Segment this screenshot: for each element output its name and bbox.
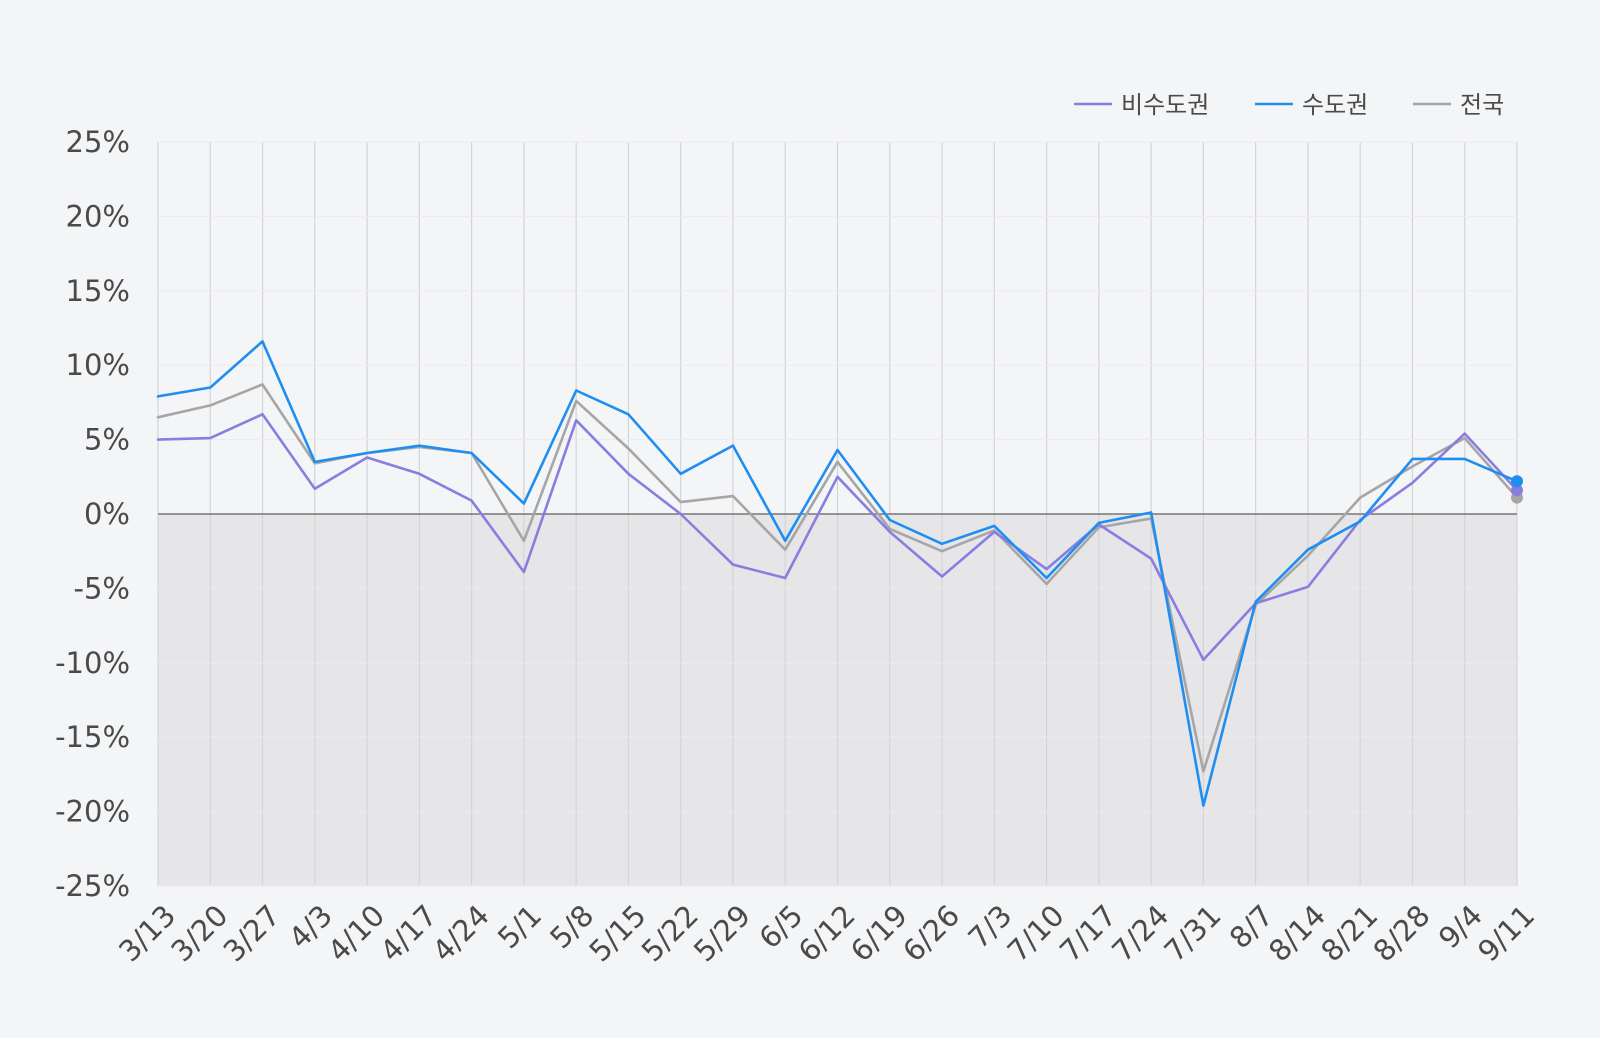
x-tick-label: 7/17 (1053, 898, 1123, 968)
y-tick-label: -25% (55, 869, 130, 903)
legend-label[interactable]: 수도권 (1302, 91, 1368, 119)
x-tick-label: 4/24 (426, 898, 496, 968)
x-tick-label: 4/10 (321, 898, 391, 968)
x-tick-label: 3/20 (164, 898, 234, 968)
x-tick-label: 9/11 (1471, 898, 1541, 968)
x-tick-label: 8/28 (1367, 898, 1437, 968)
x-tick-label: 7/10 (1001, 898, 1071, 968)
y-tick-label: -20% (55, 795, 130, 829)
y-tick-label: 5% (84, 423, 130, 457)
y-tick-label: 25% (66, 125, 130, 159)
x-tick-label: 7/24 (1105, 898, 1175, 968)
series-lines (156, 340, 1519, 807)
y-axis: 25% 20% 15% 10% 5% 0% -5% -10% -15% -20% -25% (55, 125, 130, 903)
x-tick-label: 5/15 (583, 898, 653, 968)
x-tick-label: 3/27 (217, 898, 287, 968)
x-tick-label: 4/17 (373, 898, 443, 968)
x-tick-label: 5/29 (687, 898, 757, 968)
series-line-0 (156, 412, 1519, 662)
x-tick-label: 6/26 (896, 898, 966, 968)
x-tick-label: 3/13 (112, 898, 182, 968)
x-tick-label: 8/21 (1314, 898, 1384, 968)
x-axis: 3/133/203/274/34/104/174/245/15/85/155/2… (112, 898, 1541, 968)
x-tick-label: 6/12 (792, 898, 862, 968)
legend-label[interactable]: 비수도권 (1121, 91, 1209, 119)
y-tick-label: -15% (55, 720, 130, 754)
end-point-1[interactable] (1511, 475, 1523, 488)
y-tick-label: -10% (55, 646, 130, 680)
y-tick-label: 15% (66, 274, 130, 308)
y-tick-label: 10% (66, 348, 130, 382)
y-tick-label: -5% (74, 571, 130, 605)
legend: 비수도권 수도권 전국 (1074, 91, 1504, 119)
x-tick-label: 8/14 (1262, 898, 1332, 968)
end-points (1511, 475, 1523, 504)
legend-label[interactable]: 전국 (1460, 91, 1504, 119)
y-tick-label: 0% (84, 497, 130, 531)
y-tick-label: 20% (66, 199, 130, 233)
x-tick-label: 5/22 (635, 898, 705, 968)
series-line-1 (156, 340, 1519, 807)
x-tick-label: 6/19 (844, 898, 914, 968)
x-tick-label: 7/31 (1158, 898, 1228, 968)
x-tick-label: 5/1 (491, 898, 548, 955)
end-point-0[interactable] (1511, 484, 1523, 497)
